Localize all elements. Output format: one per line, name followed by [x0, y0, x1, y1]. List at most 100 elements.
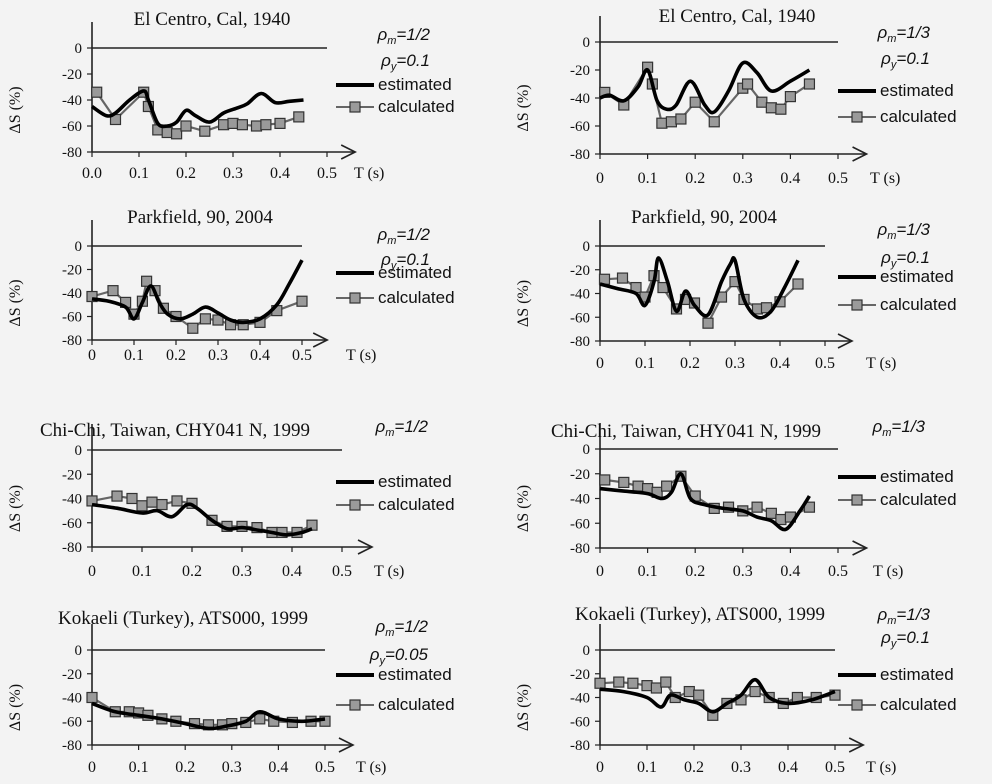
legend-calculated-label: calculated — [378, 97, 455, 116]
y-tick-label: -80 — [570, 334, 590, 350]
x-axis-arrow — [357, 539, 374, 555]
x-tick-label: 0 — [596, 355, 604, 372]
y-tick-label: 0 — [75, 41, 83, 57]
point-calculated — [683, 685, 695, 698]
x-tick-label: 0.3 — [725, 355, 745, 372]
point-calculated — [107, 285, 119, 297]
y-tick-label: -20 — [62, 263, 82, 279]
chart-panel-4: 0 -20 -40 -60 -80 0 0.1 0.2 0.3 0.4 0.5 T (s) ΔS (%)… — [515, 207, 957, 372]
legend-estimated-label: estimated — [880, 665, 954, 684]
point-calculated — [641, 680, 653, 692]
y-tick-label: -60 — [62, 516, 82, 532]
y-tick-label: 0 — [75, 643, 83, 659]
rho-y-label: ρy=0.1 — [380, 250, 430, 272]
x-tick-label: 0.1 — [124, 347, 144, 364]
x-axis-label: T (s) — [356, 759, 386, 776]
x-tick-label: 0.5 — [317, 165, 337, 182]
point-calculated — [792, 278, 804, 290]
rho-m-value: 1/3 — [901, 417, 925, 436]
rho-m-label: ρm=1/3 — [872, 417, 926, 439]
x-axis-arrow — [340, 144, 357, 160]
legend-estimated-label: estimated — [378, 263, 452, 282]
point-calculated — [708, 116, 720, 128]
point-calculated — [650, 682, 663, 694]
y-tick-label: -60 — [570, 714, 590, 730]
y-tick-label: 0 — [75, 239, 83, 255]
point-calculated — [260, 119, 272, 131]
x-tick-label: 0 — [596, 170, 604, 187]
rho-m-label: ρm=1/2 — [375, 617, 429, 639]
point-calculated — [250, 120, 263, 132]
y-tick-label: 0 — [583, 239, 591, 255]
y-tick-label: -60 — [570, 310, 590, 326]
legend-calculated-label: calculated — [880, 490, 957, 509]
rho-m-value: 1/2 — [406, 225, 430, 244]
chart-panel-3: 0 -20 -40 -60 -80 0 0.1 0.2 0.3 0.4 0.5 T (s) ΔS (%)… — [7, 207, 455, 364]
point-calculated — [236, 119, 248, 131]
legend-calculated-marker — [349, 101, 361, 113]
y-axis-label: ΔS (%) — [7, 86, 24, 133]
x-axis-label: T (s) — [870, 170, 900, 187]
y-tick-label: -80 — [570, 541, 590, 557]
rho-y-label: ρy=0.1 — [880, 248, 930, 270]
y-tick-label: -60 — [62, 310, 82, 326]
series-estimated-line — [91, 502, 313, 537]
point-calculated — [775, 103, 787, 115]
series-estimated-line — [599, 256, 800, 320]
chart-panel-5: 0 -20 -40 -60 -80 0 0.1 0.2 0.3 0.4 0.5 T (s) ΔS (%)… — [7, 417, 455, 580]
chart-title: Parkfield, 90, 2004 — [631, 207, 777, 228]
x-axis-label: T (s) — [866, 355, 896, 372]
y-tick-label: -20 — [570, 467, 590, 483]
x-tick-label: 0.1 — [129, 165, 149, 182]
x-tick-label: 0.2 — [680, 355, 700, 372]
point-calculated — [665, 116, 678, 128]
chart-panel-8: 0 -20 -40 -60 -80 0 0.1 0.2 0.3 0.4 0.5 T (s) ΔS (%)… — [515, 604, 957, 776]
y-tick-label: -80 — [62, 333, 82, 349]
legend-calculated-label: calculated — [378, 695, 455, 714]
x-tick-label: 0 — [88, 347, 96, 364]
chart-title: El Centro, Cal, 1940 — [659, 6, 816, 27]
point-calculated — [689, 96, 701, 108]
chart-title: El Centro, Cal, 1940 — [134, 9, 291, 30]
legend-estimated-label: estimated — [378, 665, 452, 684]
legend-estimated-label: estimated — [880, 267, 954, 286]
legend-calculated-marker — [851, 494, 863, 506]
series-estimated-line — [91, 259, 304, 325]
rho-m-label: ρm=1/3 — [877, 23, 931, 45]
y-tick-label: -60 — [62, 119, 82, 135]
y-tick-label: -80 — [62, 145, 82, 161]
x-tick-label: 0.5 — [332, 563, 352, 580]
x-tick-label: 0.2 — [166, 347, 186, 364]
x-tick-label: 0.4 — [778, 759, 798, 776]
point-calculated — [136, 500, 148, 512]
x-tick-label: 0.1 — [132, 563, 152, 580]
x-tick-label: 0.1 — [129, 759, 149, 776]
point-calculated — [675, 113, 687, 125]
series-estimated-line — [599, 60, 811, 115]
x-axis-arrow — [848, 737, 865, 753]
legend-calculated-label: calculated — [378, 495, 455, 514]
point-calculated — [627, 677, 639, 689]
point-calculated — [632, 480, 644, 492]
y-tick-label: -60 — [62, 714, 82, 730]
chart-panel-6: 0 -20 -40 -60 -80 0 0.1 0.2 0.3 0.4 0.5 T (s) ΔS (%)… — [515, 417, 957, 580]
x-axis-label: T (s) — [354, 165, 384, 182]
rho-m-label: ρm=1/2 — [377, 25, 431, 47]
point-calculated — [751, 501, 763, 513]
x-axis-arrow — [837, 333, 854, 349]
point-calculated — [187, 322, 199, 334]
y-tick-label: -40 — [62, 492, 82, 508]
series-estimated-line — [90, 89, 304, 129]
rho-m-value: 1/2 — [406, 25, 430, 44]
point-calculated — [784, 90, 797, 103]
y-axis-label: ΔS (%) — [515, 84, 532, 131]
y-tick-label: -40 — [62, 286, 82, 302]
point-calculated — [146, 496, 158, 508]
legend-estimated-label: estimated — [378, 75, 452, 94]
rho-y-value: 0.1 — [906, 49, 930, 68]
rho-m-label: ρm=1/2 — [375, 417, 429, 439]
y-axis-label: ΔS (%) — [7, 279, 24, 326]
y-tick-label: -40 — [570, 287, 590, 303]
x-tick-label: 0 — [88, 563, 96, 580]
